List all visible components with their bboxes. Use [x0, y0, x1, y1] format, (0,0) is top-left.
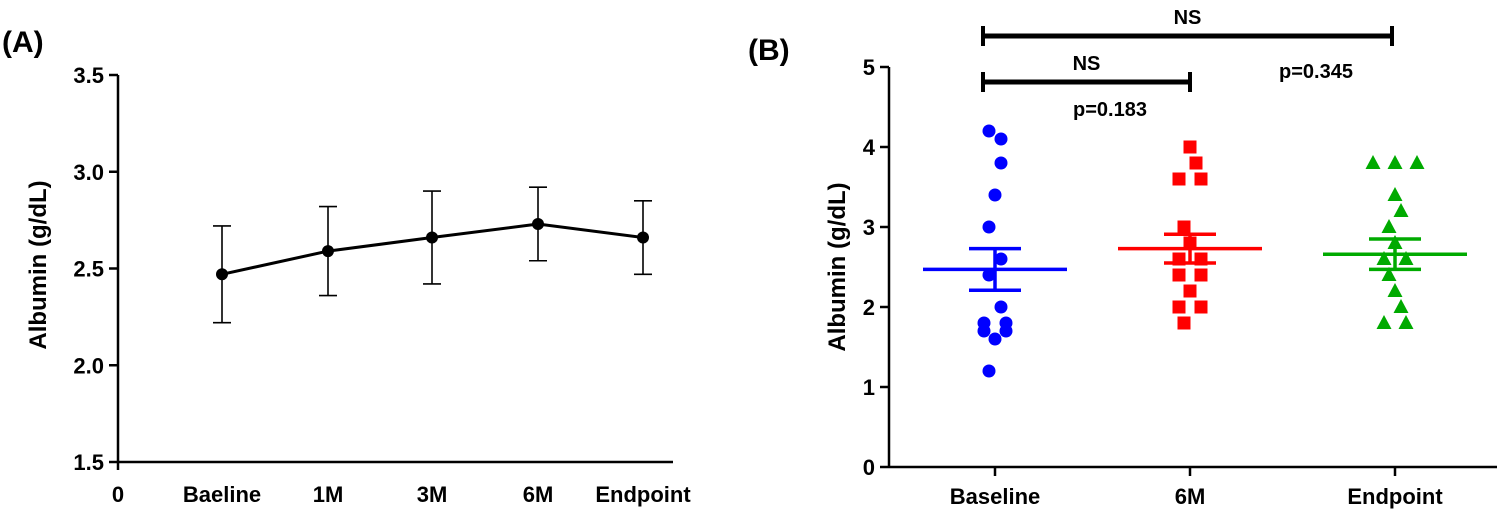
panel-b-point-circle	[994, 252, 1008, 266]
panel-b-pvalue-label: p=0.183	[1073, 99, 1147, 121]
panel-b-point-circle	[982, 268, 996, 282]
panel-a-label: (A)	[2, 26, 44, 59]
panel-b-point-circle	[994, 132, 1008, 146]
panel-b-point-circle	[994, 156, 1008, 170]
panel-b-point-circle	[988, 332, 1002, 346]
panel-b-point-triangle	[1376, 315, 1392, 329]
panel-b-point-square	[1183, 140, 1197, 154]
panel-b-point-square	[1189, 156, 1203, 170]
panel-b-point-square	[1183, 284, 1197, 298]
panel-b-y-tick-label: 5	[863, 55, 875, 80]
panel-b-point-square	[1177, 220, 1191, 234]
panel-b-point-triangle	[1387, 283, 1403, 297]
panel-b-point-circle	[999, 324, 1013, 338]
panel-b-significance-label: NS	[1174, 7, 1202, 29]
panel-b-point-square	[1194, 268, 1208, 282]
panel-b-point-triangle	[1398, 251, 1414, 265]
panel-b-point-triangle	[1365, 155, 1381, 169]
panel-b-point-circle	[982, 364, 996, 378]
panel-b-x-tick-label: Baseline	[950, 484, 1041, 509]
panel-a-y-tick-label: 1.5	[73, 450, 104, 475]
panel-b-chart: 0 1 2 3 4 5 Baseline 6M Endpoint NS NS p=0.345 p=0.1…	[863, 7, 1497, 509]
panel-b-label: (B)	[748, 34, 790, 67]
panel-b-y-tick-label: 4	[863, 135, 876, 160]
panel-a-y-axis-title: Albumin (g/dL)	[25, 180, 52, 349]
panel-a-y-tick-label: 3.0	[73, 160, 104, 185]
panel-b-y-tick-label: 2	[863, 295, 875, 320]
panel-b-point-triangle	[1387, 187, 1403, 201]
panel-a-x-tick-label: Baeline	[183, 482, 261, 507]
panel-a-x-tick-label: 6M	[523, 482, 554, 507]
panel-b-point-triangle	[1387, 155, 1403, 169]
panel-a-x-tick-label: Endpoint	[595, 482, 691, 507]
panel-b-point-circle	[982, 124, 996, 138]
panel-b-point-square	[1194, 300, 1208, 314]
panel-b-significance-label: NS	[1073, 53, 1101, 75]
panel-b-point-square	[1172, 268, 1186, 282]
panel-a-y-tick-label: 2.5	[73, 257, 104, 282]
panel-a-data-point	[216, 268, 228, 281]
panel-a-y-tick-label: 3.5	[73, 63, 104, 88]
panel-a-data-point	[426, 231, 438, 244]
panel-b-y-tick-label: 1	[863, 375, 875, 400]
panel-b-point-square	[1172, 172, 1186, 186]
panel-b-point-square	[1177, 316, 1191, 330]
panel-a-chart: 1.5 2.0 2.5 3.0 3.5 Baeline 1M 3M 6M Endpoint	[73, 63, 691, 507]
panel-b-point-triangle	[1393, 299, 1409, 313]
panel-b-point-square	[1172, 300, 1186, 314]
panel-b-y-axis-title: Albumin (g/dL)	[824, 182, 851, 351]
panel-a-data-point	[322, 245, 334, 258]
panel-a-x-origin-label: 0	[112, 482, 124, 507]
panel-b-pvalue-label: p=0.345	[1279, 61, 1353, 83]
panel-b-point-circle	[977, 324, 991, 338]
panel-b-point-triangle	[1381, 219, 1397, 233]
panel-b-point-triangle	[1381, 267, 1397, 281]
panel-b-point-circle	[994, 300, 1008, 314]
panel-b-point-circle	[982, 220, 996, 234]
panel-b-x-tick-label: 6M	[1175, 484, 1206, 509]
panel-b-point-triangle	[1398, 315, 1414, 329]
panel-b-y-tick-label: 0	[863, 455, 875, 480]
panel-a-y-tick-label: 2.0	[73, 353, 104, 378]
panel-b-point-triangle	[1393, 203, 1409, 217]
panel-a-x-tick-label: 1M	[313, 482, 344, 507]
panel-a-data-point	[637, 231, 649, 244]
panel-b-point-square	[1194, 172, 1208, 186]
panel-b-point-circle	[988, 188, 1002, 202]
panel-a-x-tick-label: 3M	[417, 482, 448, 507]
panel-b-x-tick-label: Endpoint	[1347, 484, 1443, 509]
panel-a-data-point	[532, 217, 544, 230]
panel-b-y-tick-label: 3	[863, 215, 875, 240]
panel-b-point-triangle	[1376, 251, 1392, 265]
panel-b-point-triangle	[1409, 155, 1425, 169]
